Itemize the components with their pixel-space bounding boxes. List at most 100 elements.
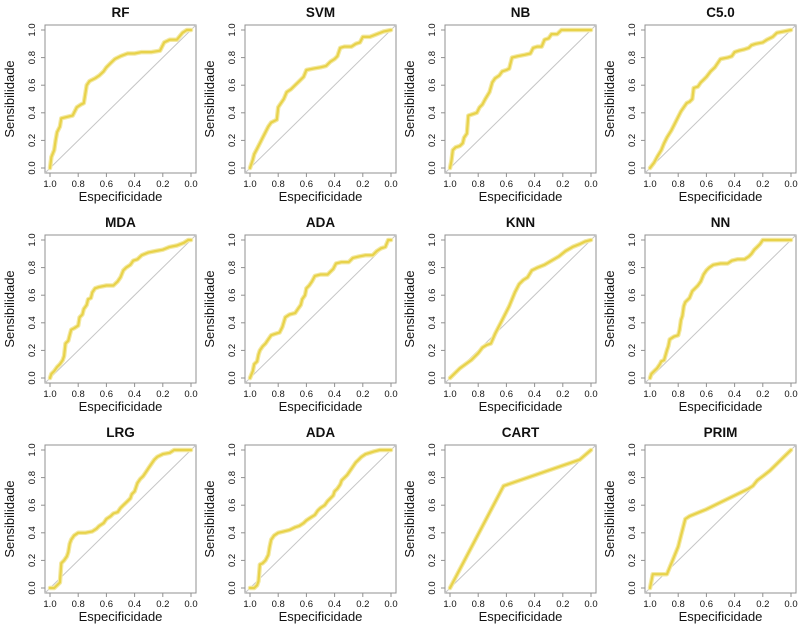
roc-plot-knn-6: KNN 1.0 0.8 0.6 0.4 0.2 0.0 0.0 0.2 0.4 0.6 0.8 1.0 E…	[400, 210, 600, 420]
x-tick-label: 1.0	[43, 179, 56, 190]
x-tick-label: 0.8	[672, 179, 685, 190]
x-tick-label: 0.2	[156, 389, 169, 400]
roc-curve	[48, 238, 193, 380]
plot-canvas: SVM 1.0 0.8 0.6 0.4 0.2 0.0 0.0 0.2 0.4 0.6 0.8 1.0 E…	[202, 5, 398, 204]
y-tick-label: 0.6	[627, 289, 638, 302]
y-axis-label: Sensibilidade	[2, 60, 17, 137]
plot-canvas: ADA 1.0 0.8 0.6 0.4 0.2 0.0 0.0 0.2 0.4 0.6 0.8 1.0 E…	[202, 425, 398, 624]
x-tick-label: 1.0	[443, 389, 456, 400]
y-tick-label: 0.4	[427, 106, 438, 119]
y-tick-label: 0.4	[227, 316, 238, 329]
x-tick-label: 0.4	[528, 179, 541, 190]
plot-canvas: C5.0 1.0 0.8 0.6 0.4 0.2 0.0 0.0 0.2 0.4 0.6 0.8 1.0…	[602, 5, 798, 204]
plot-canvas: PRIM 1.0 0.8 0.6 0.4 0.2 0.0 0.0 0.2 0.4 0.6 0.8 1.0…	[602, 425, 798, 624]
plot-canvas: KNN 1.0 0.8 0.6 0.4 0.2 0.0 0.0 0.2 0.4 0.6 0.8 1.0 E…	[402, 215, 598, 414]
roc-curve	[648, 448, 793, 590]
x-tick-label: 0.6	[100, 599, 113, 610]
plot-title: MDA	[105, 215, 136, 230]
y-axis-label: Sensibilidade	[2, 270, 17, 347]
x-tick-label: 1.0	[443, 599, 456, 610]
reference-diagonal-line	[44, 444, 197, 594]
x-tick-label: 0.0	[184, 599, 197, 610]
y-tick-label: 0.0	[27, 371, 38, 384]
plot-title: SVM	[306, 5, 335, 20]
y-axis-label: Sensibilidade	[402, 60, 417, 137]
reference-diagonal-line	[244, 234, 397, 384]
x-tick-label: 0.2	[156, 599, 169, 610]
x-tick-label: 0.2	[156, 179, 169, 190]
plot-box	[244, 234, 397, 384]
plot-title: NN	[711, 215, 731, 230]
y-tick-label: 0.2	[227, 554, 238, 567]
x-tick-label: 0.6	[300, 599, 313, 610]
y-tick-label: 0.4	[627, 526, 638, 539]
y-tick-label: 0.6	[27, 499, 38, 512]
roc-plot-prim-11: PRIM 1.0 0.8 0.6 0.4 0.2 0.0 0.0 0.2 0.4 0.6 0.8 1.0…	[600, 420, 801, 631]
x-tick-label: 0.6	[500, 599, 513, 610]
plot-box	[444, 234, 597, 384]
y-tick-label: 0.4	[627, 106, 638, 119]
y-tick-label: 0.8	[627, 261, 638, 274]
x-axis-label: Especificidade	[479, 609, 563, 624]
roc-curve	[648, 238, 793, 380]
roc-curve	[448, 238, 593, 380]
y-tick-label: 0.8	[427, 261, 438, 274]
x-tick-label: 0.2	[556, 179, 569, 190]
plot-canvas: CART 1.0 0.8 0.6 0.4 0.2 0.0 0.0 0.2 0.4 0.6 0.8 1.0…	[402, 425, 598, 624]
x-tick-label: 0.0	[384, 599, 397, 610]
plot-canvas: ADA 1.0 0.8 0.6 0.4 0.2 0.0 0.0 0.2 0.4 0.6 0.8 1.0 E…	[202, 215, 398, 414]
x-axis-label: Especificidade	[79, 399, 163, 414]
plot-title: ADA	[306, 215, 335, 230]
reference-diagonal-line	[44, 234, 197, 384]
plot-canvas: MDA 1.0 0.8 0.6 0.4 0.2 0.0 0.0 0.2 0.4 0.6 0.8 1.0 E…	[2, 215, 198, 414]
x-tick-label: 1.0	[243, 389, 256, 400]
y-tick-label: 0.8	[27, 261, 38, 274]
plot-title: KNN	[506, 215, 535, 230]
roc-curve	[248, 448, 393, 590]
y-axis-label: Sensibilidade	[602, 480, 617, 557]
y-tick-label: 0.8	[427, 471, 438, 484]
plot-canvas: NN 1.0 0.8 0.6 0.4 0.2 0.0 0.0 0.2 0.4 0.6 0.8 1.0 Es…	[602, 215, 798, 414]
y-tick-label: 0.2	[227, 344, 238, 357]
y-tick-label: 0.0	[427, 371, 438, 384]
reference-diagonal-line	[444, 444, 597, 594]
y-tick-label: 0.2	[27, 134, 38, 147]
y-tick-label: 0.2	[427, 134, 438, 147]
roc-curve	[648, 28, 793, 170]
plot-box	[44, 444, 197, 594]
x-tick-label: 1.0	[443, 179, 456, 190]
roc-curve	[248, 238, 393, 380]
y-tick-label: 0.2	[27, 554, 38, 567]
plot-canvas: LRG 1.0 0.8 0.6 0.4 0.2 0.0 0.0 0.2 0.4 0.6 0.8 1.0 E…	[2, 425, 198, 624]
x-tick-label: 0.4	[128, 179, 141, 190]
y-tick-label: 0.6	[627, 79, 638, 92]
x-axis-label: Especificidade	[679, 399, 763, 414]
x-tick-label: 0.4	[528, 389, 541, 400]
x-tick-label: 0.4	[128, 599, 141, 610]
y-axis-label: Sensibilidade	[202, 60, 217, 137]
plot-title: PRIM	[704, 425, 738, 440]
x-tick-label: 0.6	[700, 179, 713, 190]
x-tick-label: 1.0	[43, 599, 56, 610]
x-tick-label: 0.8	[72, 599, 85, 610]
y-tick-label: 0.8	[27, 51, 38, 64]
x-tick-label: 0.0	[584, 389, 597, 400]
plot-box	[444, 444, 597, 594]
plot-box	[244, 24, 397, 174]
roc-plot-nn-7: NN 1.0 0.8 0.6 0.4 0.2 0.0 0.0 0.2 0.4 0.6 0.8 1.0 Es…	[600, 210, 801, 420]
roc-curve	[448, 448, 593, 590]
x-tick-label: 0.2	[556, 599, 569, 610]
y-tick-label: 0.8	[227, 261, 238, 274]
plot-title: NB	[511, 5, 531, 20]
y-tick-label: 0.0	[627, 581, 638, 594]
x-tick-label: 0.8	[72, 389, 85, 400]
roc-plot-ada-9: ADA 1.0 0.8 0.6 0.4 0.2 0.0 0.0 0.2 0.4 0.6 0.8 1.0 E…	[200, 420, 400, 631]
x-tick-label: 0.4	[328, 389, 341, 400]
reference-diagonal-line	[44, 24, 197, 174]
y-tick-label: 1.0	[27, 443, 38, 456]
x-axis-label: Especificidade	[479, 189, 563, 204]
x-tick-label: 0.8	[472, 179, 485, 190]
y-tick-label: 0.4	[427, 316, 438, 329]
y-tick-label: 0.6	[227, 499, 238, 512]
x-tick-label: 0.0	[784, 389, 797, 400]
